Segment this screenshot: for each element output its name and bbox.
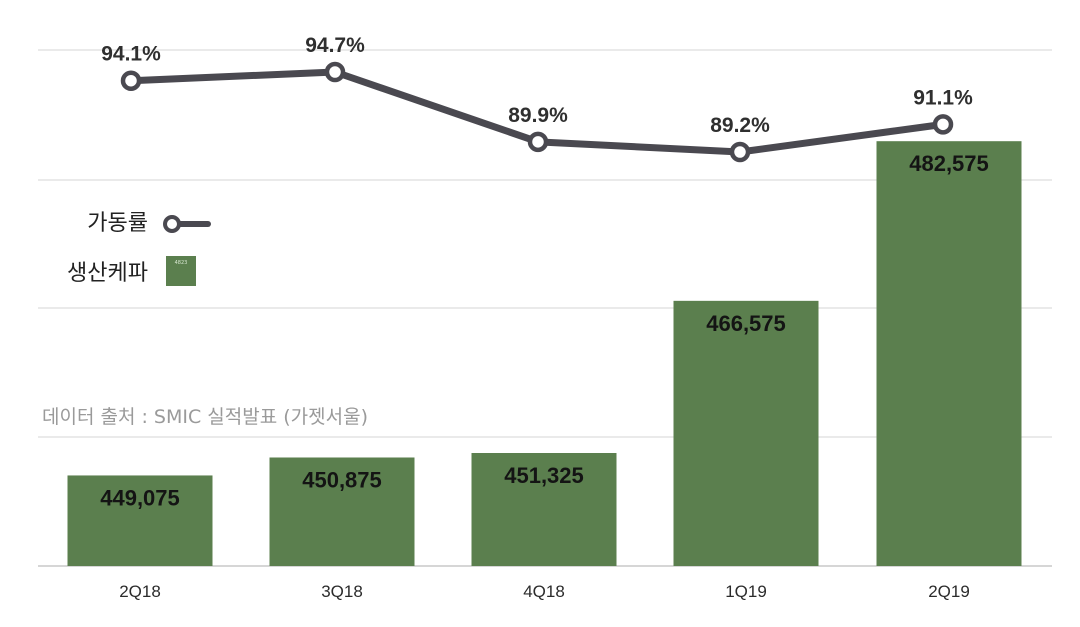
category-labels: 2Q18 3Q18 4Q18 1Q19 2Q19 — [119, 582, 970, 601]
utilization-value-label-3Q18: 94.7% — [305, 34, 365, 57]
utilization-point-2Q18 — [120, 70, 142, 91]
legend-label-utilization: 가동률 — [87, 211, 148, 236]
capacity-bar-1Q19 — [673, 300, 819, 566]
category-label-2Q18: 2Q18 — [119, 582, 161, 601]
capacity-value-label-3Q18: 450,875 — [302, 467, 382, 492]
legend-label-capacity: 생산케파 — [67, 261, 148, 286]
category-label-4Q18: 4Q18 — [523, 582, 565, 601]
capacity-bar-2Q18 — [67, 475, 213, 566]
utilization-point-4Q18 — [527, 131, 549, 153]
utilization-point-1Q19 — [729, 141, 751, 163]
category-label-2Q19: 2Q19 — [928, 582, 970, 601]
utilization-point-2Q19 — [932, 114, 954, 135]
category-label-3Q18: 3Q18 — [321, 582, 363, 601]
legend-line-marker — [163, 215, 211, 233]
utilization-value-label-2Q19: 91.1% — [913, 86, 973, 109]
legend-line-dot — [163, 215, 181, 233]
capacity-value-label-2Q19: 482,575 — [909, 151, 989, 176]
capacity-bar-4Q18 — [471, 453, 617, 566]
utilization-value-label-1Q19: 89.2% — [710, 114, 770, 137]
capacity-bar-2Q19 — [876, 141, 1022, 566]
category-label-1Q19: 1Q19 — [725, 582, 767, 601]
bars — [67, 141, 1022, 566]
utilization-line-group — [120, 61, 954, 163]
rate-labels: 94.1% 94.7% 89.9% 89.2% 91.1% — [101, 34, 973, 137]
capacity-value-label-2Q18: 449,075 — [100, 485, 180, 510]
legend-swatch-tag: 4823 — [175, 260, 188, 266]
utilization-value-label-4Q18: 89.9% — [508, 104, 568, 127]
capacity-value-label-4Q18: 451,325 — [504, 463, 584, 488]
utilization-point-3Q18 — [324, 61, 346, 83]
source-note: 데이터 출처 : SMIC 실적발표 (가젯서울) — [42, 406, 368, 428]
capacity-value-label-1Q19: 466,575 — [706, 311, 786, 336]
legend: 가동률 생산케파 4823 — [67, 211, 211, 286]
legend-bar-swatch — [166, 256, 196, 286]
capacity-bar-3Q18 — [269, 457, 415, 566]
utilization-value-label-2Q18: 94.1% — [101, 43, 161, 66]
bar-labels: 449,075 450,875 451,325 466,575 482,575 — [100, 151, 989, 510]
